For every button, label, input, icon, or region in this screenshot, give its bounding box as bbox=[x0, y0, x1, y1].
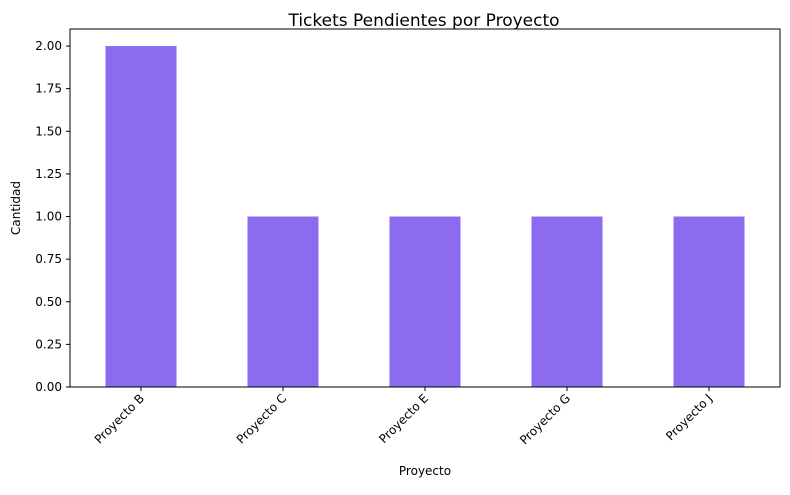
x-axis-label: Proyecto bbox=[399, 464, 451, 478]
y-tick-label: 0.50 bbox=[35, 295, 62, 309]
y-tick-label: 1.75 bbox=[35, 82, 62, 96]
y-tick-label: 0.00 bbox=[35, 380, 62, 394]
x-tick-label: Proyecto C bbox=[234, 391, 289, 446]
x-tick-label: Proyecto B bbox=[92, 391, 147, 446]
y-axis-ticks: 0.00 0.25 0.50 0.75 1.00 1.25 1.50 1.75 2.00 bbox=[35, 39, 70, 394]
bar-proyecto-c bbox=[247, 216, 319, 387]
plot-frame bbox=[69, 28, 781, 388]
bar-proyecto-g bbox=[531, 216, 603, 387]
y-tick-label: 1.50 bbox=[35, 124, 62, 138]
bar-proyecto-j bbox=[673, 216, 745, 387]
x-tick-label: Proyecto J bbox=[663, 391, 715, 443]
x-axis-ticks: Proyecto B Proyecto C Proyecto E Proyecto G… bbox=[92, 387, 715, 447]
y-tick-label: 2.00 bbox=[35, 39, 62, 53]
bar-proyecto-b bbox=[105, 46, 177, 388]
y-tick-label: 1.25 bbox=[35, 167, 62, 181]
y-tick-label: 0.75 bbox=[35, 252, 62, 266]
chart-title: Tickets Pendientes por Proyecto bbox=[287, 11, 559, 31]
x-tick-label: Proyecto G bbox=[517, 391, 573, 447]
bars-group bbox=[105, 46, 745, 388]
y-tick-label: 0.25 bbox=[35, 337, 62, 351]
x-tick-label: Proyecto E bbox=[376, 391, 431, 446]
y-axis-label: Cantidad bbox=[9, 181, 23, 235]
y-tick-label: 1.00 bbox=[35, 210, 62, 224]
bar-proyecto-e bbox=[389, 216, 461, 387]
